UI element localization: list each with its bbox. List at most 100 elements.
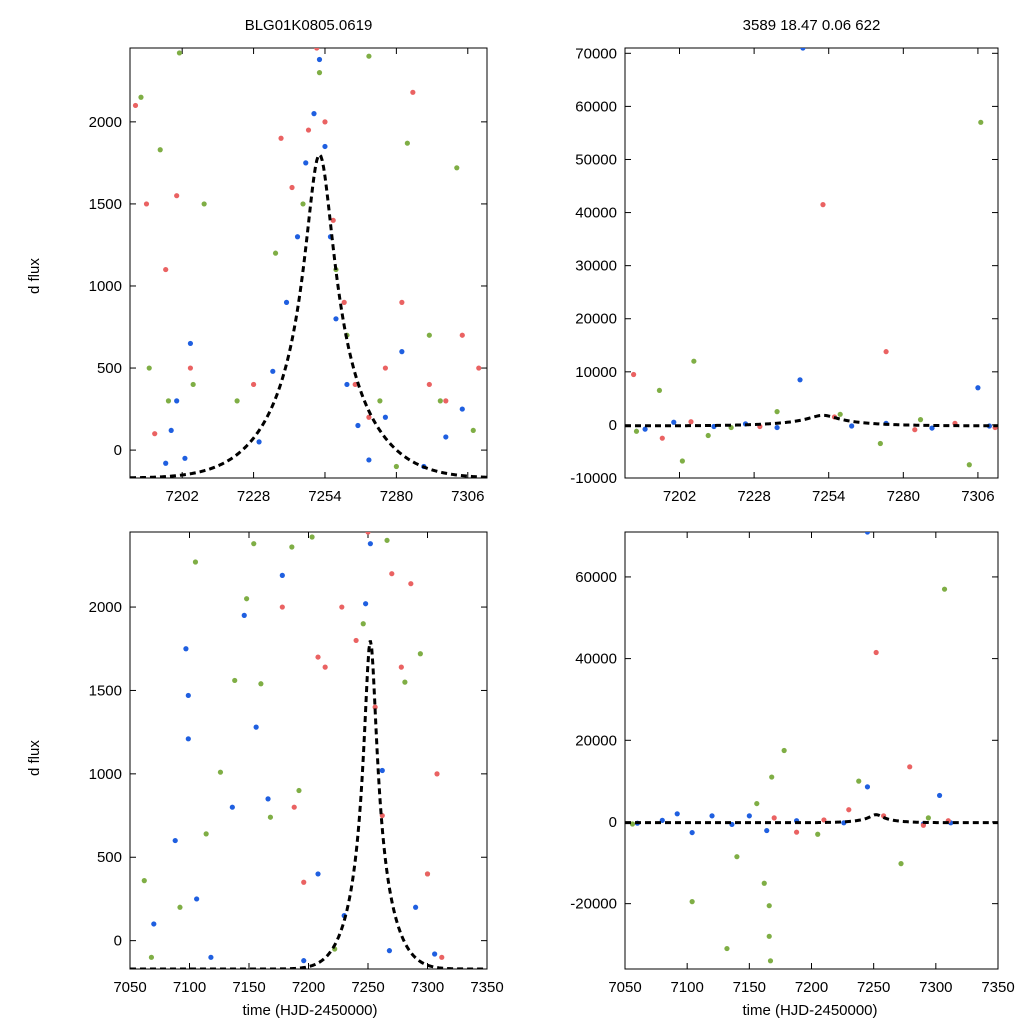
data-point-green [426,332,432,338]
data-point-green [437,398,443,404]
model-curve [625,813,998,825]
data-point-blue [642,426,648,432]
data-point-blue [386,948,393,954]
data-point-blue [311,111,317,117]
data-point-blue [303,160,309,166]
data-point-red [322,664,328,670]
data-point-green [393,463,399,470]
data-point-green [774,409,780,415]
data-point-blue [671,419,677,425]
x-tick-label: 7254 [812,488,845,505]
data-point-green [941,586,948,592]
data-point-blue [399,349,405,355]
data-point-red [476,365,482,371]
data-point-red [846,807,852,813]
data-points [141,532,445,964]
data-point-green [366,53,372,59]
ylabel-bottom: d flux [26,740,43,776]
x-tick-label: 7228 [237,488,270,505]
y-tick-label: -10000 [570,470,617,487]
data-point-blue [709,813,715,819]
data-point-green [384,537,390,543]
data-point-red [688,419,694,425]
data-point-green [417,651,423,657]
data-point-green [689,899,695,905]
plot-frame [624,47,999,479]
data-point-red [424,871,431,877]
data-point-blue [168,427,174,434]
data-point-green [190,381,196,388]
data-point-red [163,266,169,273]
chart-title-right: 3589 18.47 0.06 622 [742,17,881,34]
data-point-blue [413,904,419,910]
data-point-green [766,903,772,909]
data-point-blue [174,398,180,404]
data-point-blue [443,434,449,440]
data-point-green [258,681,264,687]
data-point-blue [283,299,290,305]
data-point-red [434,771,440,777]
data-point-green [766,933,772,939]
data-point-red [920,822,927,828]
x-tick-label: 7100 [173,979,206,996]
data-point-green [815,831,821,837]
x-tick-label: 7280 [887,488,920,505]
data-point-blue [294,234,301,240]
y-tick-label: 2000 [89,114,122,131]
x-tick-label: 7150 [733,979,766,996]
data-point-red [459,332,465,338]
data-point-blue [797,377,803,383]
data-point-blue [355,422,361,429]
x-tick-label: 7050 [113,979,146,996]
y-tick-label: 1000 [89,278,122,295]
data-point-red [399,299,405,305]
data-point-green [234,398,240,404]
model-curve [130,152,487,478]
data-point-red [353,637,359,644]
data-point-green [316,70,323,76]
data-point-red [330,217,336,223]
data-point-red [382,365,388,371]
data-point-blue [674,811,680,817]
data-point-green [705,432,711,439]
x-tick-label: 7306 [451,488,484,505]
data-point-green [157,147,163,153]
data-point-red [631,371,637,378]
x-tick-label: 7280 [380,488,413,505]
data-point-blue [301,958,307,964]
x-tick-label: 7250 [857,979,890,996]
data-point-green [454,165,460,171]
data-point-blue [975,385,981,391]
data-point-green [267,814,274,820]
data-point-red [439,954,445,960]
x-tick-label: 7306 [961,488,994,505]
data-point-blue [316,56,323,63]
data-point-green [633,428,640,434]
data-point-green [691,358,697,364]
y-tick-label: 1500 [89,196,122,213]
y-tick-label: 40000 [575,205,617,222]
data-point-green [203,831,209,837]
data-point-red [174,193,180,199]
data-point-blue [163,460,169,466]
data-point-blue [864,532,871,535]
data-point-blue [270,368,276,374]
y-tick-label: 0 [114,933,122,950]
y-tick-label: 1000 [89,766,122,783]
data-point-green [734,854,740,860]
data-point-green [402,679,408,685]
data-point-green [470,427,476,434]
data-point-green [296,787,302,794]
data-points [631,48,998,468]
data-point-green [898,861,904,867]
data-point-green [272,250,279,256]
data-point-red [426,381,432,388]
data-point-blue [849,423,855,429]
y-tick-label: -20000 [570,896,617,913]
data-point-blue [256,439,262,445]
data-point-green [251,541,257,547]
x-tick-label: 7100 [670,979,703,996]
y-tick-label: 10000 [575,364,617,381]
data-point-red [873,649,879,656]
data-points [132,48,482,470]
